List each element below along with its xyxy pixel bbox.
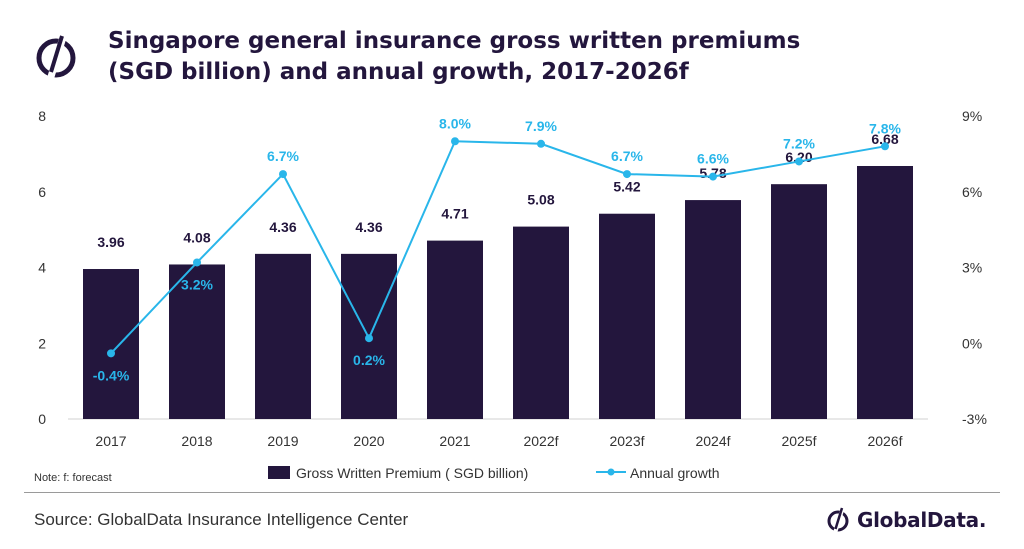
left-axis-tick-label: 8 (38, 108, 46, 124)
growth-point (537, 139, 545, 148)
left-axis-tick-label: 0 (38, 411, 46, 427)
x-axis-labels: 2017 2018 2019 2020 2021 2022f 2023f 2024f 2025f… (95, 433, 902, 449)
growth-point (795, 157, 803, 166)
forecast-note: Note: f: forecast (34, 472, 112, 484)
bar-value-label: 5.42 (613, 179, 640, 195)
legend-label-bars: Gross Written Premium ( SGD billion) (296, 465, 528, 481)
bar-value-label: 4.71 (441, 206, 468, 222)
legend-swatch-bars (268, 466, 290, 479)
bar-value-label: 3.96 (97, 234, 124, 250)
left-y-axis: 0 2 4 6 8 (38, 108, 46, 427)
growth-point (193, 258, 201, 267)
growth-point (107, 349, 115, 358)
bar (771, 184, 827, 419)
growth-point (365, 334, 373, 343)
x-axis-tick-label: 2025f (781, 433, 816, 449)
right-axis-tick-label: 6% (962, 184, 982, 200)
growth-value-label: 6.7% (611, 148, 643, 164)
right-y-axis: -3% 0% 3% 6% 9% (962, 108, 987, 427)
growth-value-label: 7.9% (525, 118, 557, 134)
bar (857, 165, 913, 419)
bar (685, 200, 741, 419)
growth-value-label: 8.0% (439, 115, 471, 131)
growth-value-label: 6.7% (267, 148, 299, 164)
bar-value-label: 5.08 (527, 192, 554, 208)
growth-value-label: 6.6% (697, 151, 729, 167)
growth-value-label: 7.8% (869, 120, 901, 136)
legend-label-line: Annual growth (630, 465, 720, 481)
footer-divider (24, 492, 1000, 493)
growth-value-label: 0.2% (353, 352, 385, 368)
source-text: Source: GlobalData Insurance Intelligenc… (34, 510, 409, 529)
x-axis-tick-label: 2026f (867, 433, 902, 449)
bar (83, 269, 139, 419)
growth-line (110, 140, 886, 355)
growth-point (881, 142, 889, 151)
bar (599, 213, 655, 419)
right-axis-tick-label: -3% (962, 411, 987, 427)
growth-point (709, 172, 717, 181)
chart-title-line-1: Singapore general insurance gross writte… (108, 28, 801, 54)
x-axis-tick-label: 2023f (609, 433, 644, 449)
x-axis-tick-label: 2017 (95, 433, 126, 449)
bar (513, 226, 569, 419)
growth-value-label: -0.4% (93, 367, 130, 383)
bar (255, 253, 311, 419)
bar-series: 3.964.084.364.364.715.085.425.786.206.68 (83, 131, 913, 419)
x-axis-tick-label: 2018 (181, 433, 212, 449)
x-axis-tick-label: 2019 (267, 433, 298, 449)
growth-point (623, 170, 631, 179)
right-axis-tick-label: 9% (962, 108, 982, 124)
legend-swatch-marker (607, 468, 615, 476)
left-axis-tick-label: 6 (38, 184, 46, 200)
chart-title: Singapore general insurance gross writte… (108, 26, 968, 88)
growth-point (451, 137, 459, 146)
left-axis-tick-label: 4 (38, 260, 46, 276)
growth-value-label: 3.2% (181, 276, 213, 292)
chart-title-line-2: (SGD billion) and annual growth, 2017-20… (108, 59, 689, 85)
x-axis-tick-label: 2024f (695, 433, 730, 449)
growth-point (279, 170, 287, 179)
bar-value-label: 6.68 (871, 131, 898, 147)
left-axis-tick-label: 2 (38, 335, 46, 351)
right-axis-tick-label: 3% (962, 260, 982, 276)
x-axis-tick-label: 2022f (523, 433, 558, 449)
bar-value-label: 4.08 (183, 229, 210, 245)
growth-value-label: 7.2% (783, 135, 815, 151)
right-axis-tick-label: 0% (962, 335, 982, 351)
x-axis-tick-label: 2020 (353, 433, 384, 449)
bar-value-label: 4.36 (355, 219, 382, 235)
x-axis-tick-label: 2021 (439, 433, 470, 449)
brand-logo: GlobalData. (826, 504, 986, 536)
globaldata-mark-icon (827, 506, 849, 534)
bar-value-label: 4.36 (269, 219, 296, 235)
brand-name: GlobalData. (857, 508, 987, 532)
legend: Gross Written Premium ( SGD billion) Ann… (268, 465, 720, 481)
globaldata-logo-icon (36, 32, 76, 82)
bar (427, 240, 483, 419)
growth-line-series: -0.4% 3.2% 6.7% 0.2% 8.0% 7.9% 6.7% 6.6% 7.2% 7.8… (93, 115, 902, 383)
bar (169, 264, 225, 419)
combo-chart: 0 2 4 6 8 -3% 0% 3% 6% 9% 3.96 4.08 4.36 4.36 4.71 5.… (38, 108, 987, 481)
